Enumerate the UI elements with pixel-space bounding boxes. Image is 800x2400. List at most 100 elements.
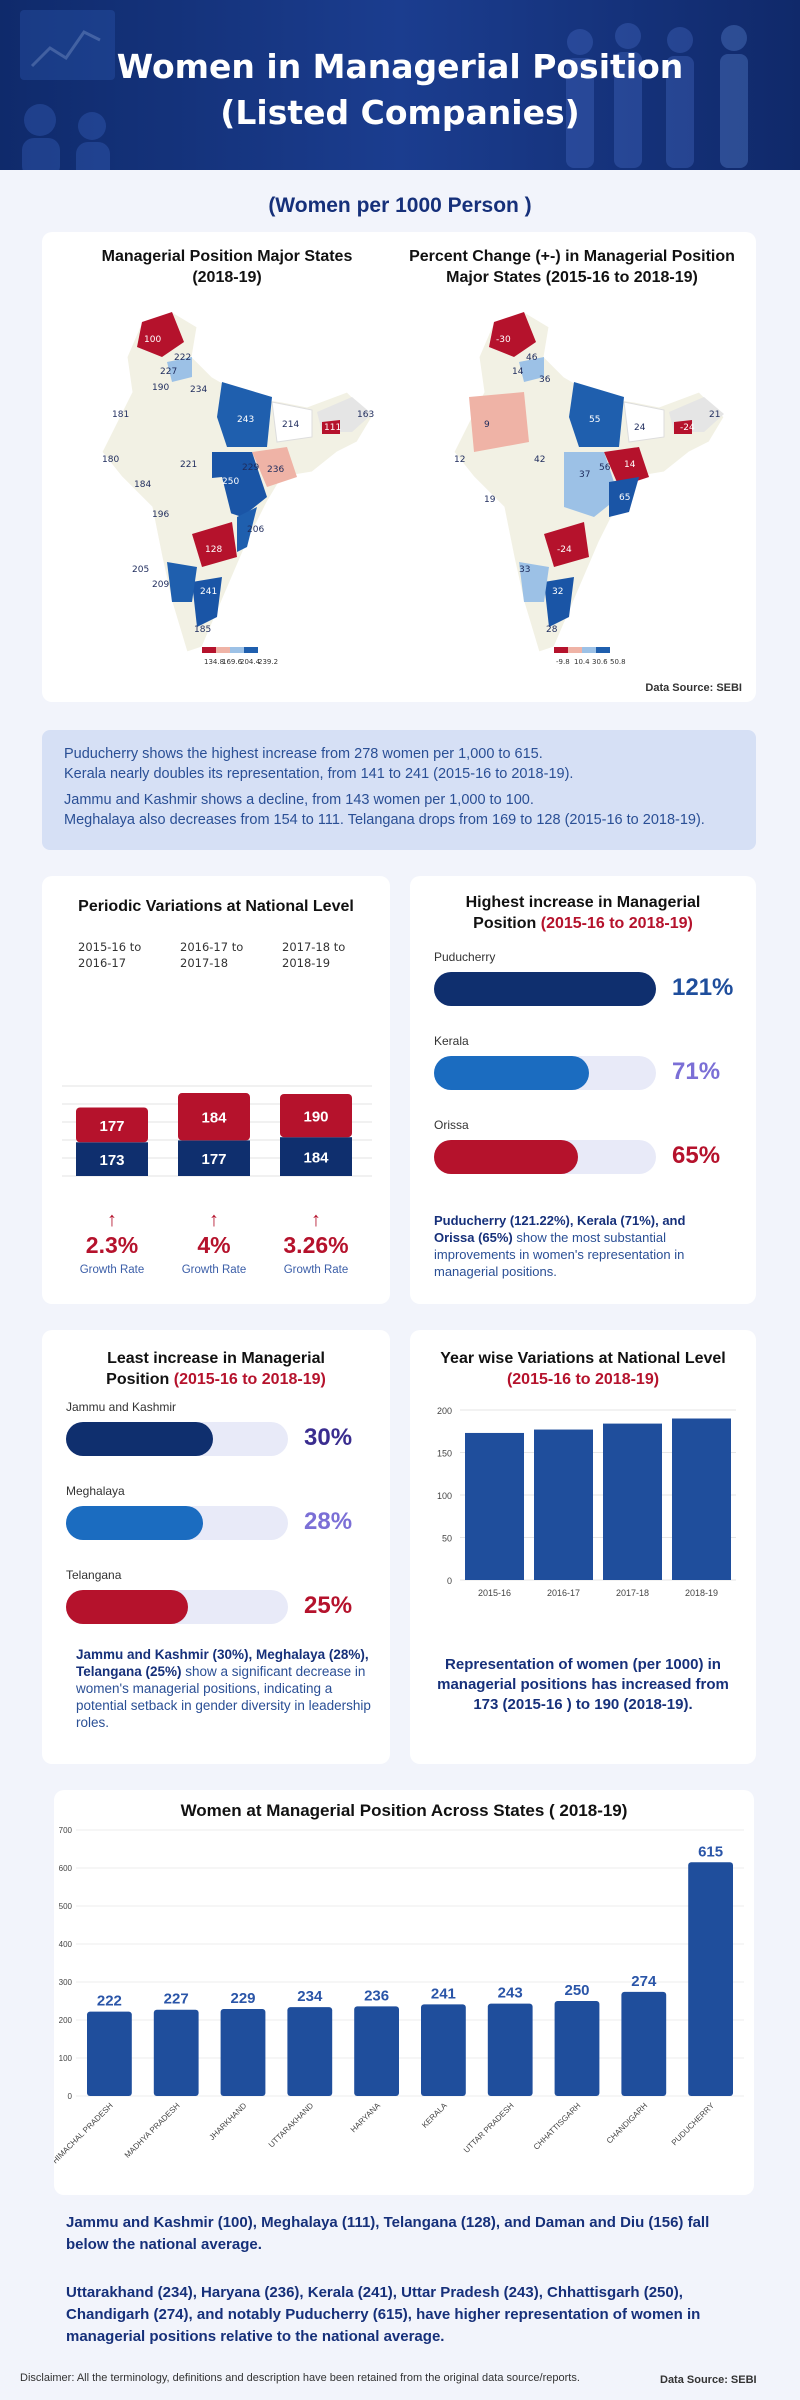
progress-track: [66, 1506, 288, 1540]
progress-fill: [66, 1590, 189, 1624]
percent-value: 65%: [672, 1142, 721, 1169]
svg-text:14: 14: [512, 367, 524, 377]
y-tick-label: 400: [59, 1940, 73, 1949]
svg-text:19: 19: [484, 495, 496, 505]
period-base-value: 173: [99, 1152, 124, 1169]
state-bar-value: 229: [230, 1990, 255, 2007]
svg-text:-30: -30: [496, 335, 511, 345]
svg-text:-24: -24: [557, 545, 572, 555]
period-label: 2016-17: [78, 956, 126, 970]
period-top-bar: [280, 1093, 352, 1138]
period-label: 2015-16 to: [78, 940, 141, 954]
percent-value: 71%: [672, 1058, 721, 1085]
yearwise-title: Year wise Variations at National Level (2…: [440, 1350, 726, 1388]
summary-para-1: Jammu and Kashmir (100), Meghalaya (111)…: [66, 2214, 710, 2253]
svg-text:180: 180: [102, 455, 119, 465]
state-bar-value: 274: [631, 1973, 657, 1990]
state-x-label: HARYANA: [349, 2101, 383, 2135]
person-icon: [615, 23, 641, 49]
highest-title: Highest increase in Managerial Position (…: [465, 894, 701, 932]
x-tick-label: 2015-16: [478, 1588, 511, 1598]
svg-text:28: 28: [546, 625, 558, 635]
growth-rate-value: 4%: [197, 1232, 230, 1258]
svg-text:169.6: 169.6: [222, 658, 243, 666]
progress-fill: [66, 1506, 203, 1540]
period-base-bar: [76, 1142, 148, 1176]
state-bar: [287, 2007, 333, 2096]
year-bar: [534, 1429, 593, 1580]
svg-text:111: 111: [324, 423, 341, 433]
period-base-bar: [280, 1137, 352, 1176]
percent-value: 25%: [304, 1592, 353, 1619]
header-banner: Women in Managerial Position (Listed Com…: [0, 0, 800, 170]
state-bar-value: 227: [164, 1991, 189, 2008]
svg-text:239.2: 239.2: [258, 658, 278, 666]
year-bar: [672, 1418, 731, 1580]
period-top-bar: [178, 1093, 250, 1141]
states-card: Women at Managerial Position Across Stat…: [54, 1790, 754, 2195]
info-box: Puducherry shows the highest increase fr…: [42, 730, 756, 850]
state-bar: [220, 2008, 266, 2096]
y-tick-label: 200: [437, 1406, 452, 1416]
person-icon: [567, 29, 593, 55]
progress-track: [66, 1422, 288, 1456]
period-label: 2017-18: [180, 956, 228, 970]
highest-card: Highest increase in Managerial Position (…: [410, 876, 756, 1304]
progress-track: [434, 1056, 656, 1090]
svg-text:250: 250: [222, 477, 239, 487]
y-tick-label: 600: [59, 1864, 73, 1873]
growth-rate-label: Growth Rate: [182, 1264, 247, 1276]
svg-text:206: 206: [247, 525, 264, 535]
period-base-value: 184: [303, 1150, 329, 1167]
svg-text:-24: -24: [680, 423, 695, 433]
state-bar-value: 243: [498, 1985, 523, 2002]
svg-text:36: 36: [539, 375, 551, 385]
svg-text:196: 196: [152, 510, 169, 520]
growth-rate-label: Growth Rate: [284, 1264, 349, 1276]
svg-text:204.4: 204.4: [240, 658, 261, 666]
svg-text:42: 42: [534, 455, 545, 465]
state-bar: [621, 1991, 667, 2096]
x-tick-label: 2018-19: [685, 1588, 718, 1598]
state-bar: [87, 2011, 132, 2096]
svg-text:100: 100: [144, 335, 161, 345]
state-x-label: HIMACHAL PRADESH: [54, 2101, 115, 2165]
progress-fill: [434, 1056, 590, 1090]
presentation-board-icon: [20, 10, 115, 80]
svg-text:241: 241: [200, 587, 217, 597]
svg-text:55: 55: [589, 415, 600, 425]
info-line: Puducherry shows the highest increase fr…: [64, 746, 543, 762]
state-x-label: UTTAR PRADESH: [462, 2101, 516, 2155]
least-title: Least increase in Managerial Position (20…: [106, 1350, 326, 1388]
footer-source: Data Source: SEBI: [660, 2374, 757, 2386]
yearwise-card: Year wise Variations at National Level (2…: [410, 1330, 756, 1764]
y-tick-label: 100: [437, 1491, 452, 1501]
y-tick-label: 0: [447, 1576, 452, 1586]
y-tick-label: 0: [68, 2092, 73, 2101]
highest-note: Puducherry (121.22%), Kerala (71%), and …: [434, 1213, 686, 1279]
svg-text:181: 181: [112, 410, 129, 420]
state-label: Telangana: [66, 1568, 122, 1582]
periodic-card: Periodic Variations at National Level 20…: [42, 876, 390, 1304]
state-bar: [487, 2003, 533, 2096]
svg-text:229: 229: [242, 463, 259, 473]
percent-value: 28%: [304, 1508, 353, 1535]
svg-text:24: 24: [634, 423, 646, 433]
svg-text:46: 46: [526, 353, 538, 363]
state-bar-value: 615: [698, 1843, 723, 1860]
period-top-value: 190: [303, 1109, 328, 1126]
svg-text:37: 37: [579, 470, 590, 480]
title-line-1: Women in Managerial Position: [116, 47, 684, 86]
period-top-bar: [76, 1107, 148, 1143]
person-icon: [667, 27, 693, 53]
state-x-label: MADHYA PRADESH: [123, 2101, 182, 2160]
svg-text:65: 65: [619, 493, 630, 503]
info-line: Kerala nearly doubles its representation…: [64, 766, 574, 782]
svg-text:9: 9: [484, 420, 490, 430]
svg-text:222: 222: [174, 353, 191, 363]
state-label: Meghalaya: [66, 1484, 125, 1498]
state-label: Jammu and Kashmir: [66, 1400, 177, 1414]
subtitle: (Women per 1000 Person ): [268, 194, 532, 217]
info-line: Jammu and Kashmir shows a decline, from …: [64, 792, 534, 808]
percent-value: 121%: [672, 974, 734, 1001]
